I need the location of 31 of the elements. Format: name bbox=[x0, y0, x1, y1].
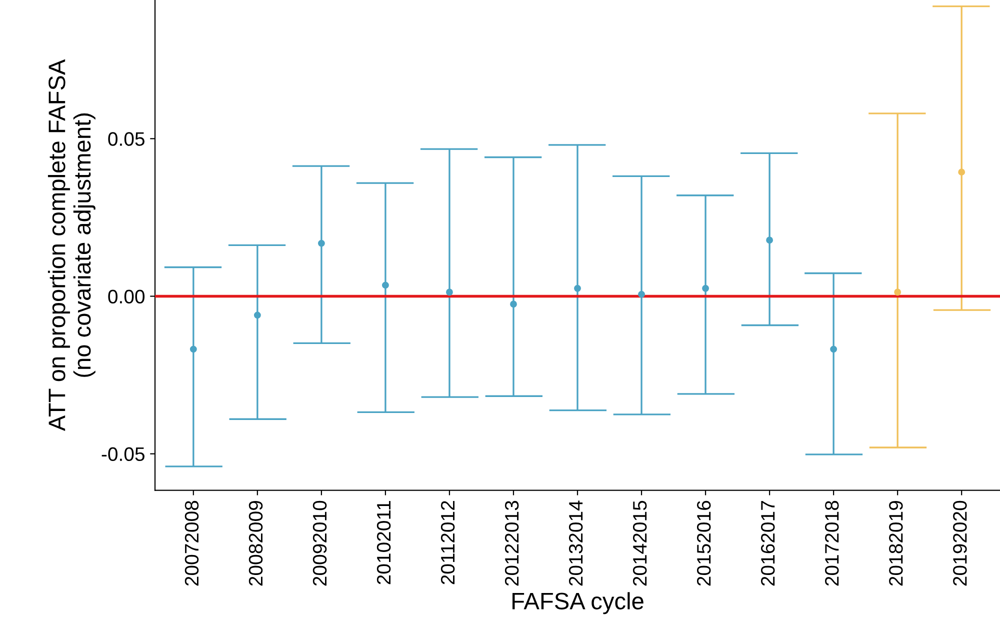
y-tick-label: 0.05 bbox=[108, 132, 144, 146]
point bbox=[446, 288, 453, 296]
x-tick-label: 20142015 bbox=[632, 500, 647, 586]
x-tick-label: 20122013 bbox=[504, 500, 519, 586]
x-tick-label: 20162017 bbox=[760, 501, 775, 586]
point bbox=[702, 284, 710, 292]
point bbox=[574, 284, 581, 292]
x-tick-label: 20092010 bbox=[312, 500, 327, 586]
point bbox=[958, 168, 966, 176]
x-tick-label: 20172018 bbox=[825, 500, 839, 586]
point bbox=[254, 312, 261, 319]
point bbox=[766, 236, 774, 244]
point bbox=[318, 240, 325, 247]
x-tick-label: 20102011 bbox=[376, 501, 391, 584]
y-tick-label: 0.00 bbox=[108, 290, 145, 304]
x-tick-label: 20152016 bbox=[696, 500, 711, 586]
y-tick-label: -0.05 bbox=[102, 447, 144, 462]
x-tick-label: 20082009 bbox=[248, 501, 263, 586]
x-tick-label: 20072008 bbox=[184, 500, 199, 586]
x-tick-label: 20132014 bbox=[568, 500, 583, 586]
point bbox=[190, 346, 197, 353]
x-tick-label: 20182019 bbox=[889, 501, 903, 586]
point bbox=[382, 282, 389, 289]
point bbox=[510, 300, 517, 308]
x-tick-label: 20192020 bbox=[953, 500, 967, 586]
x-axis-title: FAFSA cycle bbox=[512, 592, 644, 614]
point bbox=[894, 288, 902, 296]
point bbox=[638, 290, 645, 298]
x-tick-label: 20112012 bbox=[440, 501, 455, 584]
point bbox=[830, 346, 838, 353]
y-axis-title: ATT on proportion complete FAFSA (no covariate adjustment) bbox=[48, 59, 96, 432]
